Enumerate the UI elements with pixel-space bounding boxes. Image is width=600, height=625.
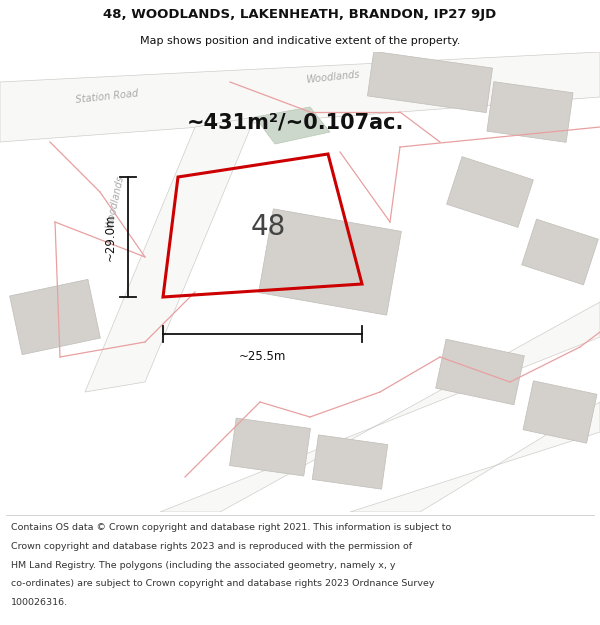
Polygon shape — [85, 117, 255, 392]
Text: 48: 48 — [250, 213, 286, 241]
Polygon shape — [255, 107, 330, 144]
Polygon shape — [312, 435, 388, 489]
Polygon shape — [160, 302, 600, 512]
Text: HM Land Registry. The polygons (including the associated geometry, namely x, y: HM Land Registry. The polygons (includin… — [11, 561, 395, 569]
Polygon shape — [350, 402, 600, 512]
Polygon shape — [446, 157, 533, 228]
Text: Map shows position and indicative extent of the property.: Map shows position and indicative extent… — [140, 36, 460, 46]
Polygon shape — [259, 209, 401, 315]
Text: Woodlands: Woodlands — [305, 69, 360, 85]
Text: ~25.5m: ~25.5m — [239, 349, 286, 362]
Text: Woodlands: Woodlands — [104, 174, 125, 229]
Text: ~29.0m: ~29.0m — [104, 213, 116, 261]
Text: co-ordinates) are subject to Crown copyright and database rights 2023 Ordnance S: co-ordinates) are subject to Crown copyr… — [11, 579, 434, 588]
Polygon shape — [521, 219, 598, 285]
Polygon shape — [523, 381, 597, 443]
Polygon shape — [230, 418, 310, 476]
Text: 48, WOODLANDS, LAKENHEATH, BRANDON, IP27 9JD: 48, WOODLANDS, LAKENHEATH, BRANDON, IP27… — [103, 8, 497, 21]
Text: 100026316.: 100026316. — [11, 598, 68, 607]
Text: ~431m²/~0.107ac.: ~431m²/~0.107ac. — [187, 112, 404, 132]
Polygon shape — [10, 279, 100, 354]
Polygon shape — [0, 52, 600, 142]
Text: Crown copyright and database rights 2023 and is reproduced with the permission o: Crown copyright and database rights 2023… — [11, 542, 412, 551]
Polygon shape — [436, 339, 524, 405]
Text: Contains OS data © Crown copyright and database right 2021. This information is : Contains OS data © Crown copyright and d… — [11, 523, 451, 532]
Polygon shape — [487, 82, 573, 142]
Polygon shape — [367, 51, 493, 112]
Text: Station Road: Station Road — [75, 89, 139, 105]
